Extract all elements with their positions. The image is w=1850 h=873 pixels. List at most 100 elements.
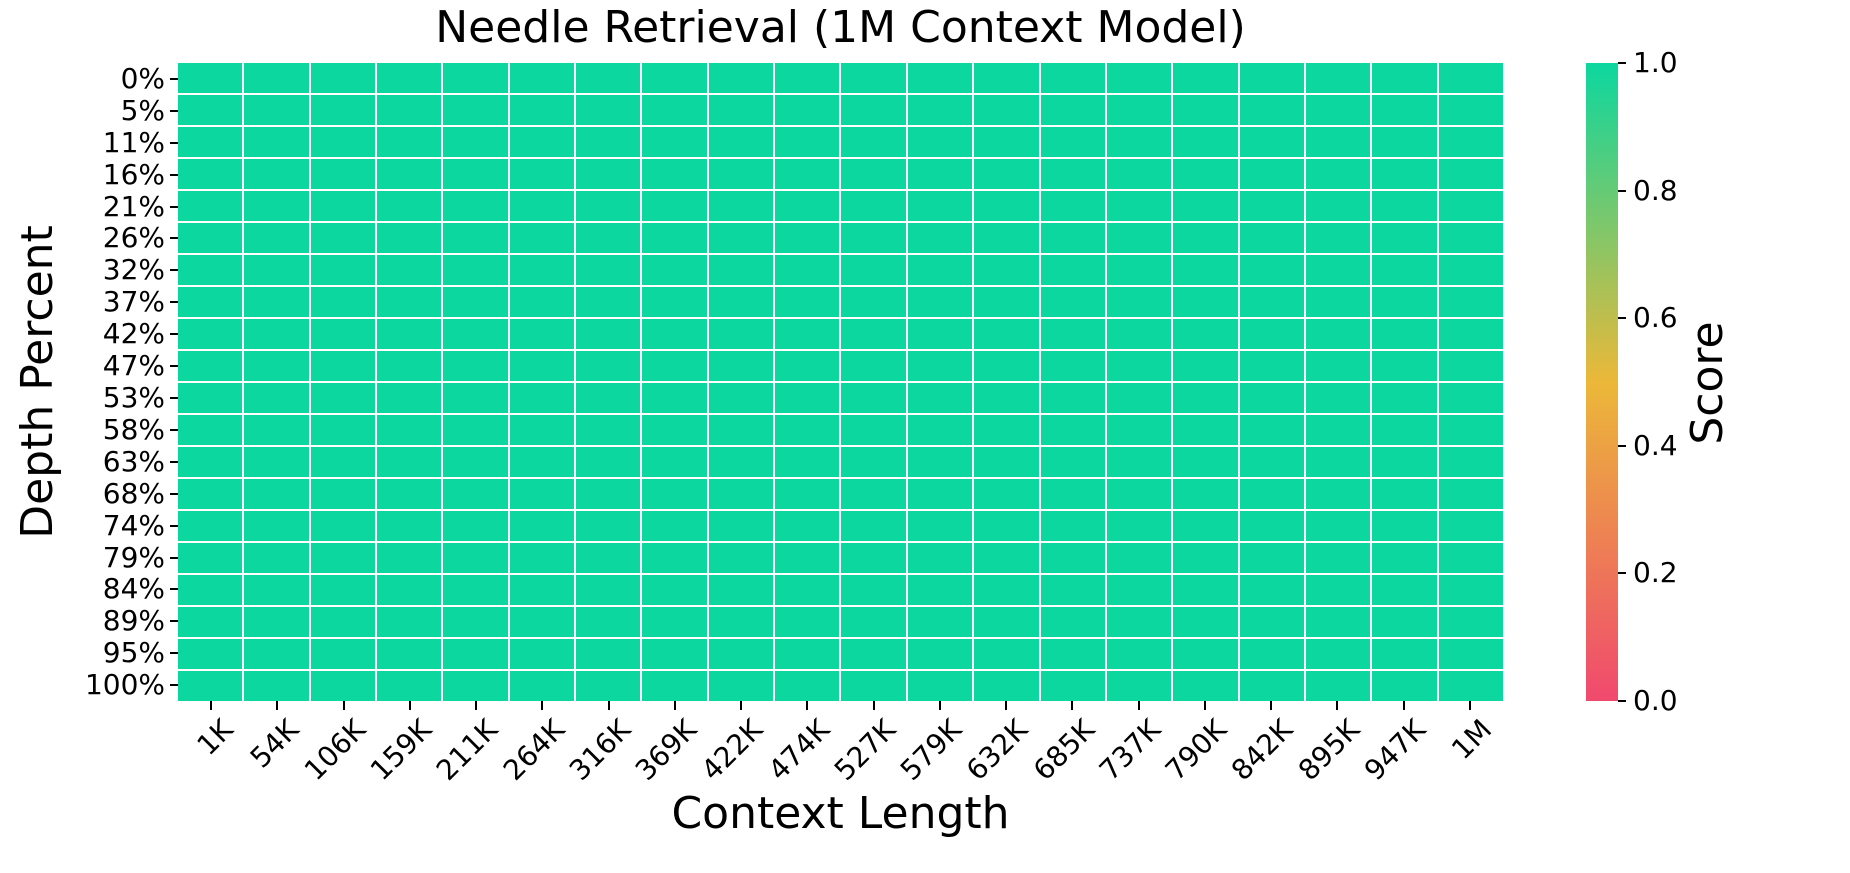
- y-tick-label: 74%: [102, 508, 165, 542]
- heatmap-cell: [1173, 383, 1238, 413]
- heatmap-cell: [1372, 575, 1437, 605]
- heatmap-cell: [1106, 447, 1172, 477]
- heatmap-cell: [509, 191, 575, 221]
- heatmap-cell: [1173, 223, 1238, 253]
- heatmap-cell: [1305, 575, 1371, 605]
- colorbar-tick-label: 0.4: [1633, 428, 1678, 462]
- y-tick: 16%: [0, 159, 178, 191]
- y-tick-label: 58%: [102, 412, 165, 446]
- heatmap-cell: [1173, 671, 1238, 701]
- heatmap-cell: [974, 671, 1039, 701]
- heatmap-cell: [178, 351, 243, 381]
- colorbar-tick-label: 0.0: [1633, 684, 1678, 717]
- x-tick-label: 474K: [761, 712, 836, 787]
- heatmap-cell: [509, 127, 575, 157]
- heatmap-cell: [178, 159, 243, 189]
- heatmap-cell: [576, 287, 641, 317]
- heatmap-cell: [1305, 63, 1371, 93]
- heatmap-cell: [178, 479, 243, 509]
- heatmap-cell: [1239, 511, 1304, 541]
- colorbar-tick-mark: [1618, 62, 1626, 64]
- y-tick-mark: [170, 269, 178, 272]
- heatmap-cell: [775, 127, 840, 157]
- heatmap-cell: [775, 287, 840, 317]
- heatmap-cell: [178, 63, 243, 93]
- heatmap-cell: [974, 63, 1039, 93]
- heatmap-cell: [1239, 223, 1304, 253]
- heatmap-cell: [244, 319, 309, 349]
- heatmap-cell: [1438, 287, 1503, 317]
- heatmap-cell: [775, 159, 840, 189]
- heatmap-cell: [708, 255, 774, 285]
- heatmap-cell: [443, 607, 508, 637]
- heatmap-cell: [178, 191, 243, 221]
- heatmap-cell: [642, 319, 707, 349]
- x-tick-mark: [1336, 701, 1339, 710]
- heatmap-cell: [509, 287, 575, 317]
- heatmap-cell: [907, 543, 973, 573]
- heatmap-cell: [443, 95, 508, 125]
- heatmap-cell: [377, 607, 442, 637]
- heatmap-cell: [509, 671, 575, 701]
- heatmap-cell: [244, 543, 309, 573]
- heatmap-cell: [907, 383, 973, 413]
- heatmap-cell: [708, 447, 774, 477]
- x-tick-label: 1M: [1445, 712, 1499, 766]
- heatmap-cell: [178, 319, 243, 349]
- y-tick-mark: [170, 556, 178, 559]
- heatmap-cell: [310, 63, 376, 93]
- heatmap-cell: [509, 319, 575, 349]
- heatmap-cell: [1438, 511, 1503, 541]
- heatmap-cell: [310, 607, 376, 637]
- heatmap-grid: [178, 63, 1503, 701]
- x-tick-label: 211K: [430, 712, 505, 787]
- y-tick-mark: [170, 588, 178, 591]
- heatmap-cell: [907, 479, 973, 509]
- heatmap-cell: [443, 319, 508, 349]
- heatmap-cell: [1372, 511, 1437, 541]
- heatmap-cell: [443, 159, 508, 189]
- heatmap-cell: [1040, 95, 1105, 125]
- heatmap-cell: [642, 671, 707, 701]
- heatmap-cell: [1305, 351, 1371, 381]
- x-tick-mark: [1137, 701, 1140, 710]
- heatmap-cell: [1305, 415, 1371, 445]
- x-tick-mark: [1468, 701, 1471, 710]
- y-tick-label: 79%: [102, 540, 165, 574]
- y-tick-label: 11%: [102, 125, 165, 159]
- heatmap-cell: [310, 543, 376, 573]
- y-tick-mark: [170, 141, 178, 144]
- heatmap-cell: [1239, 415, 1304, 445]
- heatmap-cell: [310, 479, 376, 509]
- y-tick-mark: [170, 684, 178, 687]
- y-tick: 26%: [0, 223, 178, 255]
- heatmap-cell: [708, 95, 774, 125]
- heatmap-cell: [775, 575, 840, 605]
- heatmap-cell: [443, 127, 508, 157]
- heatmap-cell: [974, 479, 1039, 509]
- y-tick: 89%: [0, 605, 178, 637]
- heatmap-cell: [1173, 511, 1238, 541]
- y-tick: 68%: [0, 478, 178, 510]
- heatmap-cell: [642, 63, 707, 93]
- heatmap-cell: [708, 127, 774, 157]
- x-tick-label: 737K: [1092, 712, 1167, 787]
- heatmap-cell: [576, 639, 641, 669]
- heatmap-cell: [907, 351, 973, 381]
- heatmap-cell: [576, 255, 641, 285]
- heatmap-cell: [1106, 159, 1172, 189]
- heatmap-cell: [178, 575, 243, 605]
- y-tick-mark: [170, 301, 178, 304]
- heatmap-cell: [377, 255, 442, 285]
- heatmap-cell: [1239, 639, 1304, 669]
- heatmap-cell: [178, 255, 243, 285]
- heatmap-cell: [1106, 639, 1172, 669]
- heatmap-cell: [509, 575, 575, 605]
- heatmap-cell: [178, 511, 243, 541]
- heatmap-cell: [974, 255, 1039, 285]
- heatmap-cell: [841, 447, 906, 477]
- x-tick-label: 895K: [1291, 712, 1366, 787]
- heatmap-cell: [775, 671, 840, 701]
- heatmap-cell: [178, 127, 243, 157]
- heatmap-cell: [708, 415, 774, 445]
